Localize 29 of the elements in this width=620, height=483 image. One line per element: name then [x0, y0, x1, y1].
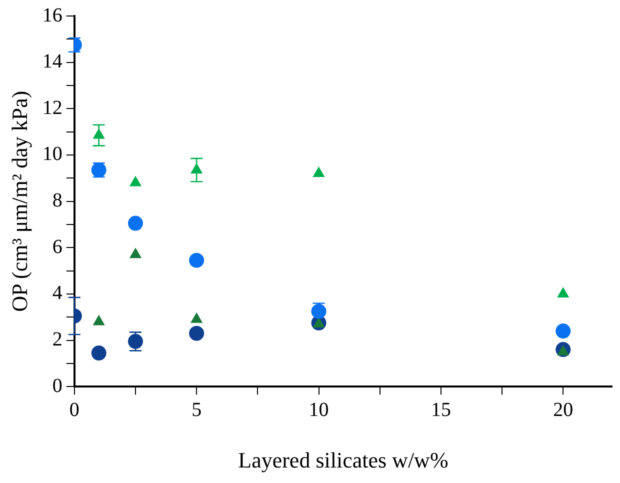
- point: [190, 312, 202, 323]
- point: [556, 324, 571, 339]
- y-tick-label: 10: [42, 143, 62, 166]
- y-tick-label: 6: [52, 236, 62, 258]
- point: [91, 346, 106, 361]
- point: [189, 252, 204, 268]
- y-tick-label: 12: [42, 96, 62, 119]
- y-tick-label: 4: [52, 282, 62, 304]
- point: [313, 167, 324, 178]
- x-tick-label: 15: [430, 398, 451, 421]
- x-axis-title: Layered silicates w/w%: [238, 448, 448, 473]
- y-tick-label: 2: [52, 328, 62, 351]
- y-tick-label: 8: [52, 190, 62, 212]
- y-tick-label: 16: [42, 4, 62, 26]
- point: [128, 216, 143, 231]
- x-tick-label: 0: [69, 398, 80, 421]
- y-tick-label: 14: [42, 50, 62, 73]
- x-tick-label: 5: [192, 398, 202, 421]
- point: [189, 326, 204, 341]
- point: [190, 164, 202, 174]
- y-tick-label: 0: [52, 374, 62, 397]
- y-axis-title: OP (cm³ μm/m² day kPa): [6, 90, 32, 312]
- x-tick-label: 10: [308, 398, 329, 421]
- point: [557, 287, 569, 298]
- point: [130, 176, 142, 186]
- point: [130, 248, 142, 258]
- point: [93, 128, 105, 139]
- x-tick-label: 20: [553, 398, 574, 421]
- point: [93, 315, 105, 326]
